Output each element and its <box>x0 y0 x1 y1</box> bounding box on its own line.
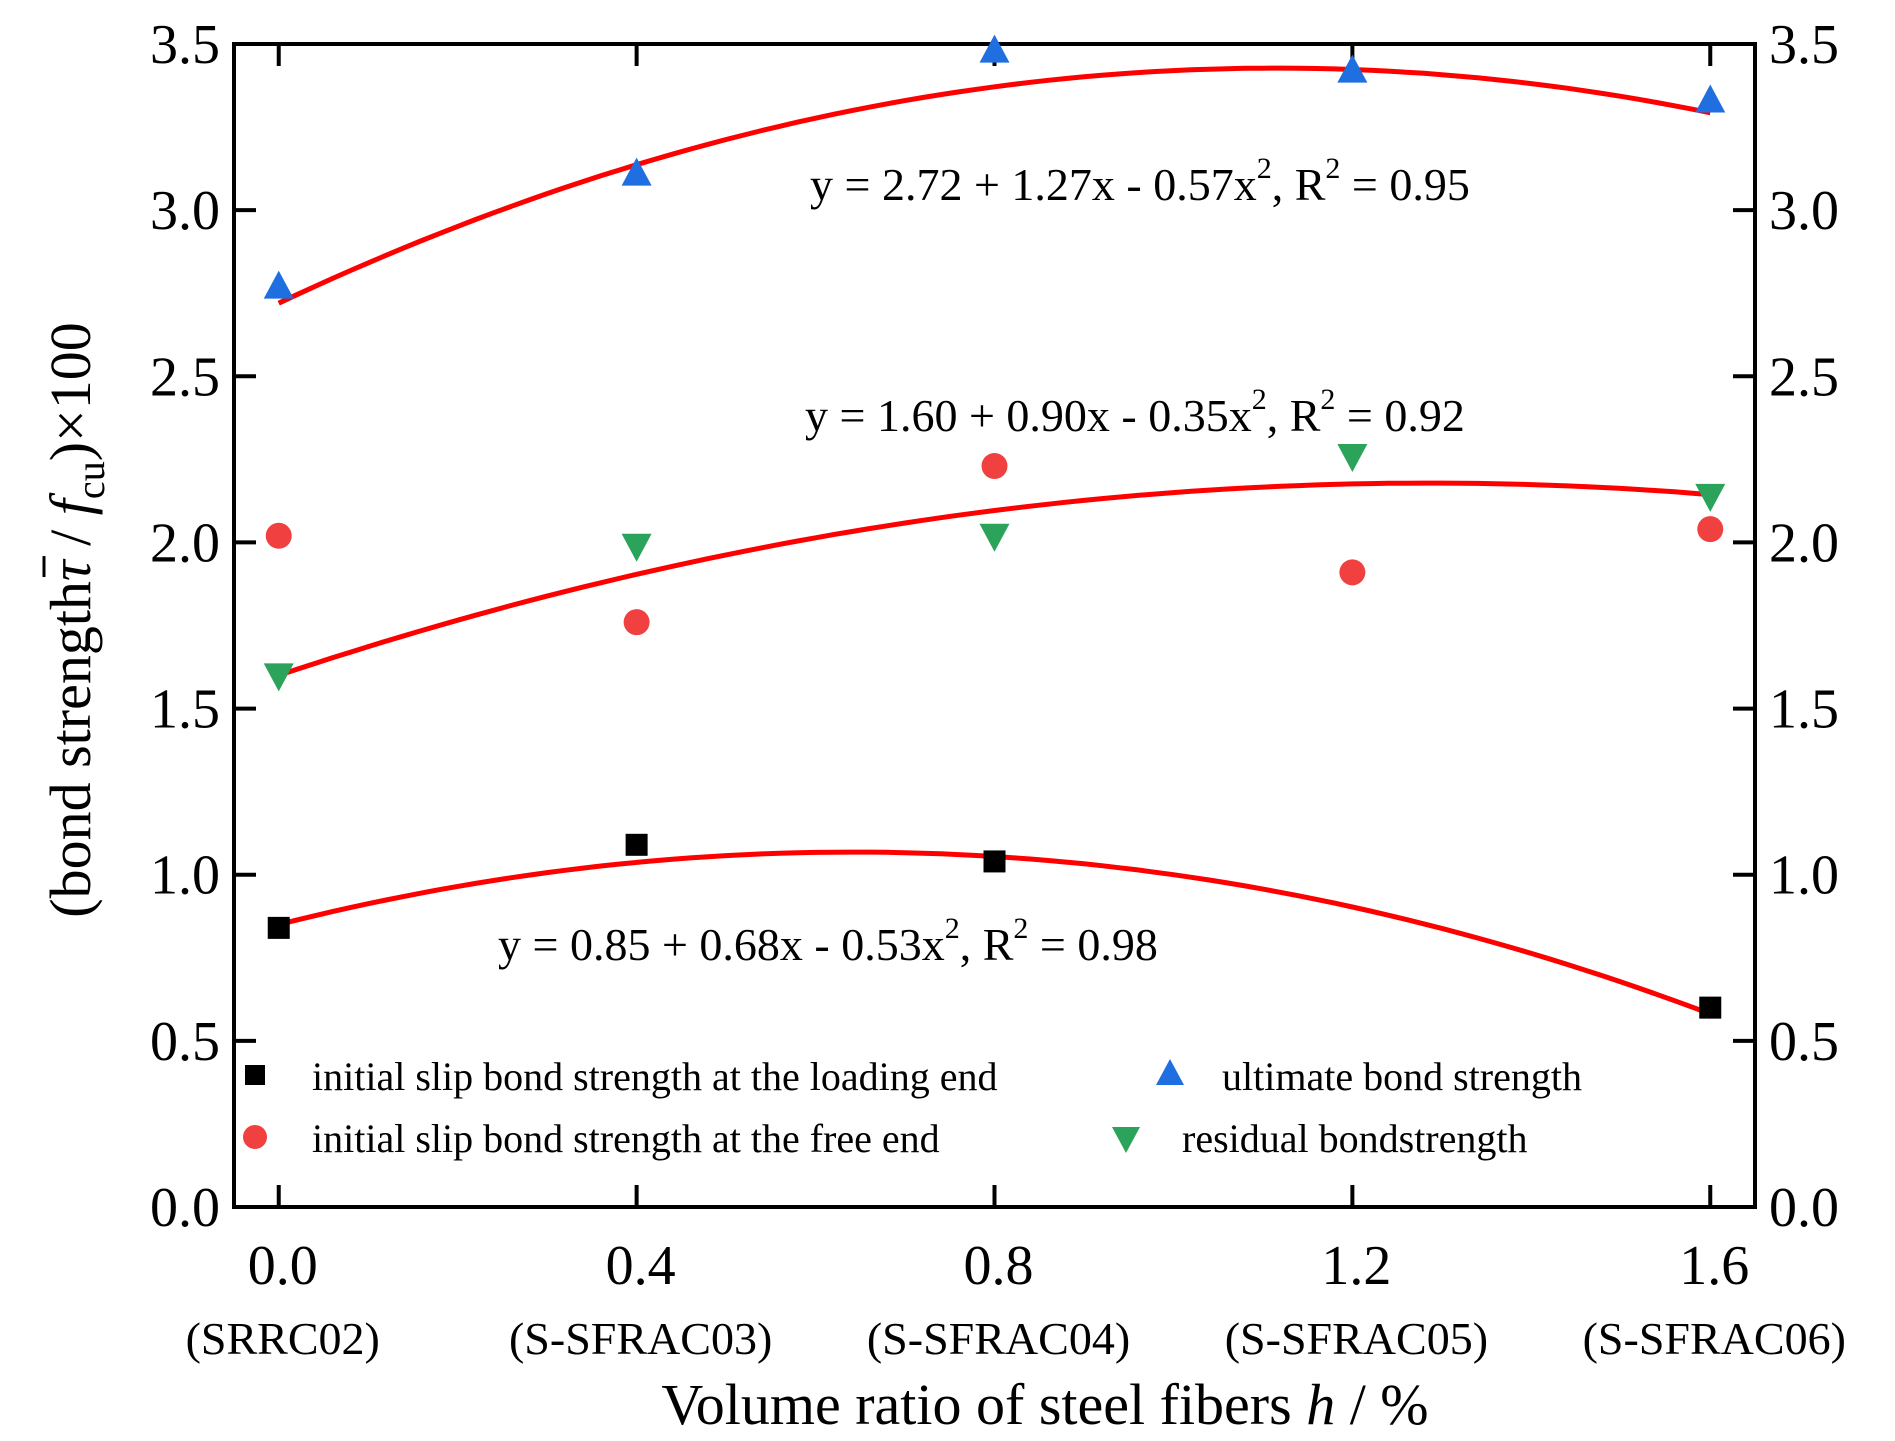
legend-marker-circle <box>243 1125 267 1149</box>
point-triangle-up <box>1337 54 1368 83</box>
legend-marker-triangle-up <box>1156 1059 1184 1085</box>
y-tick-label-right: 2.5 <box>1769 346 1839 408</box>
y-tick-label-right: 3.5 <box>1769 14 1839 76</box>
y-tick-label-left: 1.5 <box>150 679 220 741</box>
legend-label-ultimate: ultimate bond strength <box>1222 1054 1582 1099</box>
point-triangle-down <box>1337 444 1368 473</box>
legend-marker-square <box>245 1065 265 1085</box>
y-tick-label-left: 2.0 <box>150 512 220 574</box>
y-tick-label-right: 0.5 <box>1769 1011 1839 1073</box>
fit-equation-middle: y = 1.60 + 0.90x - 0.35x2, R2 = 0.92 <box>805 383 1465 441</box>
x-tick-label: 0.4 <box>606 1235 676 1297</box>
y-axis-title: (bond strengthτ / fcu)×100 <box>38 322 113 917</box>
legend: initial slip bond strength at the loadin… <box>243 1054 1582 1161</box>
x-axis-title: Volume ratio of steel fibers h / % <box>661 1372 1428 1437</box>
y-tick-label-right: 1.0 <box>1769 845 1839 907</box>
point-triangle-down <box>979 523 1010 552</box>
y-tick-label-right: 2.0 <box>1769 512 1839 574</box>
plot-frame <box>232 42 1757 1209</box>
y-tick-label-left: 1.0 <box>150 845 220 907</box>
y-tick-label-left: 0.5 <box>150 1011 220 1073</box>
fit-equation-ultimate: y = 2.72 + 1.27x - 0.57x2, R2 = 0.95 <box>810 152 1470 210</box>
fit-curve-1 <box>277 480 1711 678</box>
point-triangle-up <box>263 270 294 299</box>
legend-label-residual: residual bondstrength <box>1182 1116 1528 1161</box>
legend-marker-triangle-down <box>1112 1127 1140 1153</box>
y-tick-label-left: 0.0 <box>150 1177 220 1239</box>
point-triangle-up <box>979 34 1010 63</box>
x-tick-label: 0.0 <box>248 1235 318 1297</box>
point-triangle-up <box>1695 84 1726 113</box>
legend-label-free-end: initial slip bond strength at the free e… <box>312 1116 940 1161</box>
fit-curve-0 <box>277 65 1711 306</box>
y-tick-label-left: 3.5 <box>150 14 220 76</box>
point-circle <box>265 522 292 549</box>
y-tick-label-right: 0.0 <box>1769 1177 1839 1239</box>
point-square <box>267 916 290 939</box>
y-tick-label-left: 2.5 <box>150 346 220 408</box>
point-triangle-down <box>1695 483 1726 512</box>
y-axis-ticks: 0.0 0.0 0.5 0.5 1.0 1.0 1.5 1.5 2.0 2.0 2.5 2.5 3.0 3… <box>150 14 1839 1239</box>
x-sub-label: (S-SFRAC04) <box>867 1313 1130 1364</box>
point-square <box>983 850 1006 873</box>
x-axis-ticks: 0.0 (SRRC02) 0.4 (S-SFRAC03) 0.8 (S-SFRAC04) 1… <box>186 44 1846 1364</box>
y-tick-label-right: 1.5 <box>1769 679 1839 741</box>
fit-equation-initial: y = 0.85 + 0.68x - 0.53x2, R2 = 0.98 <box>498 912 1158 970</box>
x-tick-label: 1.6 <box>1679 1235 1749 1297</box>
y-tick-label-right: 3.0 <box>1769 180 1839 242</box>
point-triangle-down <box>263 663 294 692</box>
legend-label-loading-end: initial slip bond strength at the loadin… <box>312 1054 997 1099</box>
y-tick-label-left: 3.0 <box>150 180 220 242</box>
point-triangle-down <box>621 533 652 562</box>
x-sub-label: (S-SFRAC06) <box>1583 1313 1846 1364</box>
point-circle <box>623 609 650 636</box>
point-circle <box>1339 559 1366 586</box>
point-square <box>625 833 648 856</box>
x-tick-label: 1.2 <box>1321 1235 1391 1297</box>
x-tick-label: 0.8 <box>964 1235 1034 1297</box>
x-sub-label: (S-SFRAC03) <box>509 1313 772 1364</box>
x-sub-label: (SRRC02) <box>186 1313 380 1364</box>
point-circle <box>981 453 1008 480</box>
point-triangle-up <box>621 157 652 186</box>
x-sub-label: (S-SFRAC05) <box>1225 1313 1488 1364</box>
point-square <box>1699 996 1722 1019</box>
data-points <box>263 34 1726 1019</box>
point-circle <box>1697 516 1724 543</box>
